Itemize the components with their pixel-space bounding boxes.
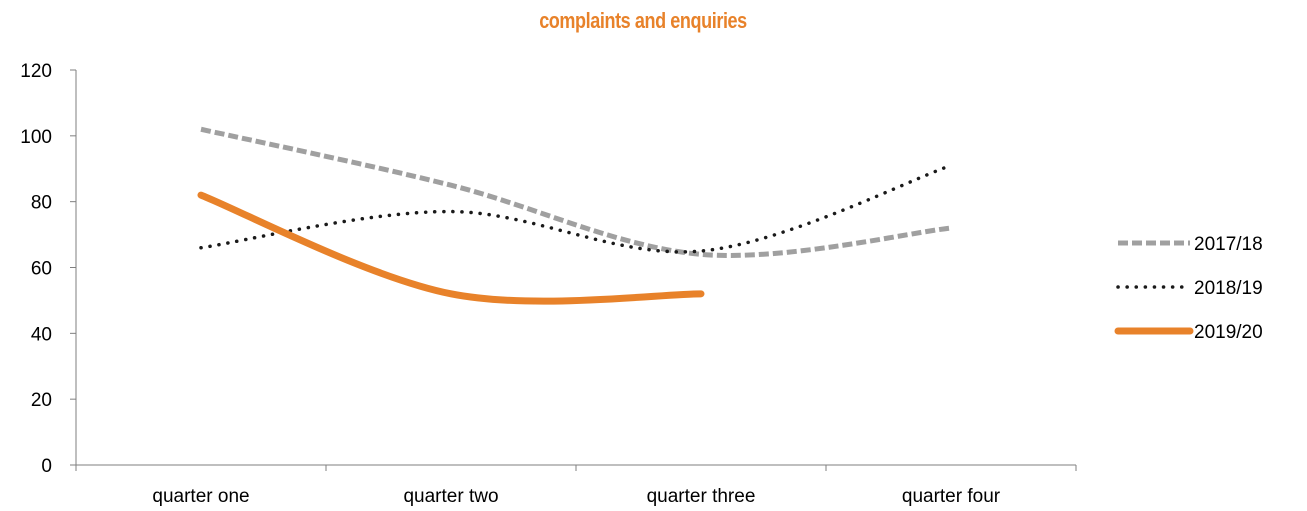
x-tick-label: quarter four [902, 486, 1001, 507]
x-tick-label: quarter one [152, 486, 249, 507]
series-layer [197, 126, 953, 305]
y-tick-label: 0 [41, 456, 52, 477]
legend-label: 2017/18 [1194, 234, 1263, 255]
y-tick-label: 40 [31, 324, 52, 345]
y-tick-label: 20 [31, 390, 52, 411]
x-tick-label: quarter three [647, 486, 756, 507]
x-tick-label: quarter two [403, 486, 498, 507]
y-tick-label: 100 [20, 127, 52, 148]
legend-label: 2019/20 [1194, 322, 1263, 343]
legend: 2017/18 2018/19 2019/20 [1114, 234, 1263, 343]
y-tick-label: 120 [20, 61, 52, 82]
y-tick-label: 80 [31, 193, 52, 214]
legend-label: 2018/19 [1194, 278, 1263, 299]
series-line-2018-19 [199, 163, 953, 254]
axes: 0 20 40 60 80 100 120 quarter one quarter two qua… [20, 61, 1077, 507]
series-line-2017-18 [200, 126, 952, 258]
y-tick-label: 60 [31, 259, 52, 280]
series-line-2019-20 [197, 191, 705, 305]
chart-title: complaints and enquiries [539, 9, 747, 33]
